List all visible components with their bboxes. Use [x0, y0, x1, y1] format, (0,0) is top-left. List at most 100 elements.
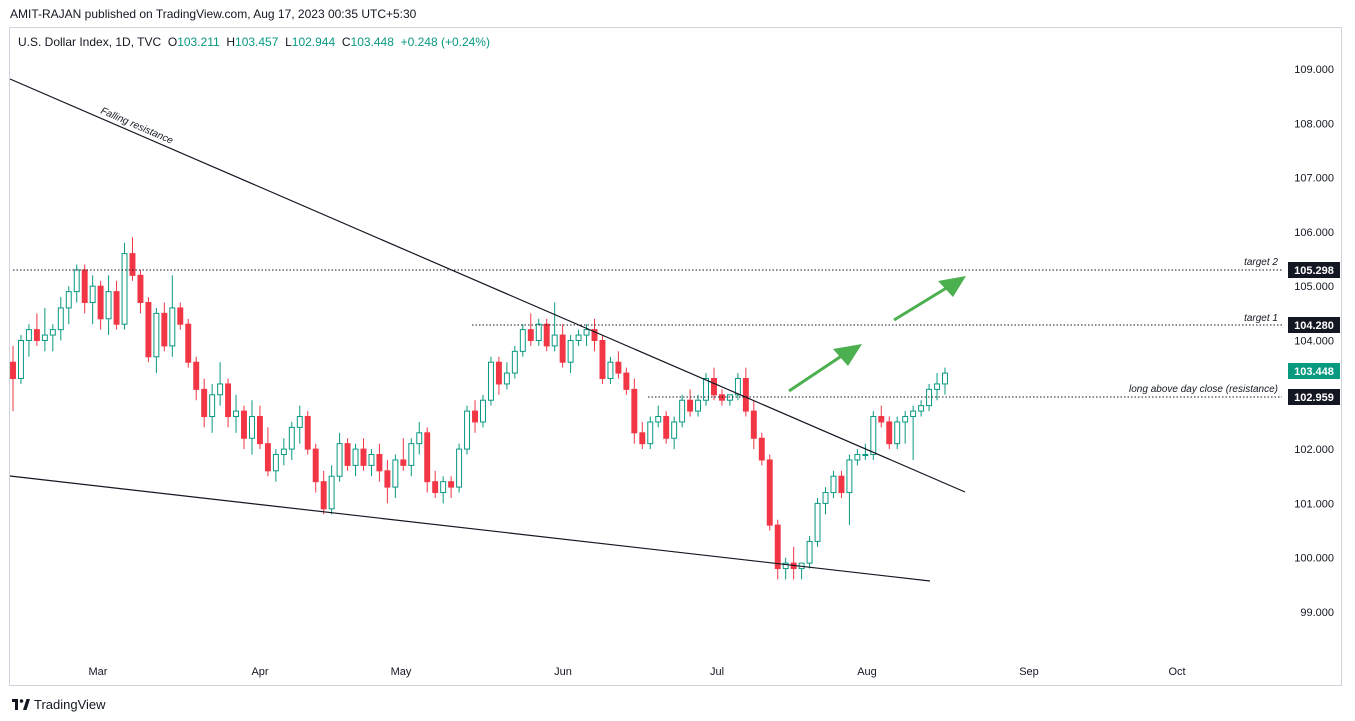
- candle[interactable]: [774, 519, 781, 580]
- candle[interactable]: [448, 476, 455, 498]
- candle[interactable]: [280, 438, 287, 466]
- candle[interactable]: [57, 297, 64, 341]
- candle[interactable]: [296, 405, 303, 444]
- chart-frame[interactable]: [9, 27, 1342, 686]
- candle[interactable]: [408, 438, 415, 477]
- candle[interactable]: [49, 324, 56, 352]
- candle[interactable]: [25, 324, 32, 357]
- candle[interactable]: [137, 269, 144, 314]
- candle[interactable]: [256, 405, 263, 450]
- candle[interactable]: [129, 237, 136, 281]
- candle[interactable]: [432, 470, 439, 498]
- candle[interactable]: [81, 264, 88, 314]
- candle[interactable]: [272, 449, 279, 482]
- candle[interactable]: [304, 411, 311, 455]
- candle[interactable]: [472, 400, 478, 433]
- candle[interactable]: [145, 297, 152, 363]
- candle[interactable]: [384, 459, 391, 504]
- candle[interactable]: [575, 329, 582, 346]
- candle[interactable]: [814, 497, 821, 547]
- candle[interactable]: [336, 432, 343, 482]
- candle[interactable]: [599, 335, 606, 384]
- candle[interactable]: [519, 324, 526, 357]
- candle[interactable]: [209, 383, 216, 433]
- candle[interactable]: [639, 421, 646, 450]
- candle[interactable]: [766, 454, 773, 531]
- candle[interactable]: [878, 405, 885, 428]
- candle[interactable]: [233, 394, 240, 433]
- candle[interactable]: [169, 275, 176, 357]
- candle[interactable]: [830, 470, 837, 498]
- candle[interactable]: [288, 421, 295, 460]
- candle[interactable]: [671, 416, 678, 450]
- candle[interactable]: [886, 416, 893, 450]
- candle[interactable]: [862, 443, 869, 460]
- candle[interactable]: [328, 465, 335, 515]
- candle[interactable]: [695, 394, 702, 417]
- candle[interactable]: [440, 476, 447, 504]
- candle[interactable]: [758, 432, 765, 466]
- candle[interactable]: [687, 389, 694, 417]
- candle[interactable]: [97, 280, 104, 330]
- candle[interactable]: [503, 362, 510, 390]
- candle[interactable]: [264, 427, 271, 477]
- candle[interactable]: [623, 367, 630, 395]
- candle[interactable]: [551, 302, 558, 352]
- candle[interactable]: [663, 411, 670, 444]
- candle[interactable]: [511, 345, 518, 379]
- candle[interactable]: [320, 470, 327, 515]
- candle[interactable]: [567, 335, 574, 374]
- candle[interactable]: [89, 275, 96, 325]
- candle[interactable]: [655, 405, 662, 428]
- candle[interactable]: [17, 335, 24, 384]
- candle[interactable]: [312, 443, 319, 493]
- candle[interactable]: [535, 318, 542, 346]
- candle[interactable]: [105, 275, 112, 336]
- candle[interactable]: [591, 318, 598, 352]
- candle[interactable]: [121, 242, 128, 330]
- candle[interactable]: [782, 557, 789, 580]
- candle[interactable]: [65, 286, 72, 325]
- candle[interactable]: [416, 421, 423, 455]
- candle[interactable]: [241, 405, 247, 450]
- candle[interactable]: [615, 351, 622, 379]
- candle[interactable]: [894, 416, 901, 450]
- candle[interactable]: [113, 280, 120, 330]
- candle[interactable]: [934, 373, 941, 401]
- candle[interactable]: [153, 307, 160, 374]
- candle[interactable]: [161, 302, 168, 352]
- candle[interactable]: [193, 356, 200, 401]
- candle[interactable]: [217, 362, 224, 406]
- candle[interactable]: [718, 389, 725, 406]
- candle[interactable]: [392, 454, 399, 498]
- candle[interactable]: [464, 405, 471, 455]
- candle[interactable]: [201, 378, 208, 428]
- candle[interactable]: [185, 318, 192, 368]
- candle[interactable]: [734, 373, 741, 401]
- arrow-2[interactable]: [893, 276, 966, 322]
- candle[interactable]: [742, 367, 749, 417]
- candle[interactable]: [607, 356, 614, 384]
- candle[interactable]: [10, 345, 16, 412]
- arrow-1[interactable]: [788, 344, 862, 393]
- candle[interactable]: [631, 378, 638, 444]
- candle[interactable]: [846, 454, 853, 526]
- candle[interactable]: [838, 470, 845, 498]
- candle[interactable]: [360, 438, 367, 471]
- candle[interactable]: [249, 400, 255, 455]
- candle[interactable]: [790, 546, 797, 580]
- candle[interactable]: [368, 449, 375, 477]
- candle[interactable]: [902, 411, 909, 444]
- candle[interactable]: [822, 487, 829, 515]
- candle[interactable]: [487, 356, 494, 406]
- candle[interactable]: [495, 356, 502, 395]
- candle[interactable]: [726, 394, 733, 406]
- candle[interactable]: [344, 438, 351, 471]
- candle[interactable]: [424, 427, 431, 493]
- candle[interactable]: [703, 373, 709, 406]
- candle[interactable]: [177, 302, 184, 330]
- falling-resistance-line[interactable]: [9, 78, 966, 493]
- candle[interactable]: [352, 443, 359, 477]
- candle[interactable]: [559, 324, 566, 368]
